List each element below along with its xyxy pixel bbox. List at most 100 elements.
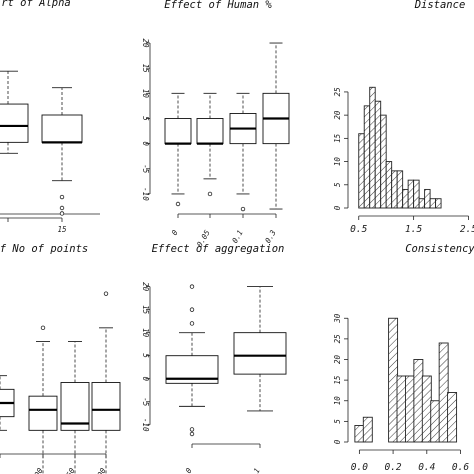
y-tick-label: -10 [141, 187, 150, 201]
outlier-point [189, 284, 195, 289]
histogram-bar [385, 161, 393, 209]
outlier-point [189, 427, 195, 432]
y-tick-label: 5 [141, 116, 150, 121]
histogram-bar [413, 359, 424, 443]
category-label: 1050 [60, 466, 77, 474]
y-tick-label: 0 [333, 439, 342, 444]
outlier-point [189, 431, 195, 437]
outlier-point [175, 201, 181, 207]
box-iqr [41, 114, 83, 143]
y-tick-label: 10 [333, 157, 342, 167]
outlier-point [40, 325, 46, 331]
y-tick-label: -5 [141, 164, 150, 174]
histogram-bar [380, 114, 387, 209]
box-iqr [233, 332, 287, 375]
histogram-bar [363, 105, 371, 209]
y-tick-label: 15 [333, 375, 342, 385]
category-label: 1 [252, 467, 262, 474]
histogram-bar [413, 179, 420, 209]
box-iqr [28, 395, 58, 431]
histogram-bar [358, 133, 365, 209]
y-tick-label: 10 [141, 89, 150, 99]
y-tick-label: 15 [333, 133, 342, 143]
y-tick-label: 20 [141, 282, 150, 292]
outlier-point [103, 291, 109, 296]
category-label: 400 [30, 466, 45, 474]
histogram-bar [424, 188, 431, 209]
outlier-point [59, 205, 65, 211]
y-tick-label: 30 [333, 313, 342, 324]
chart-consistency-plot: 0 5 10 15 20 25 30 0.0 0.2 0.4 0.6 [333, 313, 469, 473]
y-tick-label: 0 [141, 376, 150, 381]
histogram-bar [402, 188, 409, 209]
histogram-bar [447, 392, 458, 443]
y-tick-label: 5 [141, 353, 150, 358]
chart-alpha-plot: 15 [0, 70, 83, 234]
box-iqr [60, 382, 90, 431]
outlier-point [189, 307, 195, 312]
y-tick-label: 15 [141, 305, 150, 315]
chart-aggregation-plot: -10 -5 0 5 10 15 20 0 1 [141, 282, 287, 474]
y-tick-label: 10 [333, 396, 342, 406]
category-label: 15 [57, 225, 67, 234]
chart-distance-plot: 0 5 10 15 20 25 0.5 1.5 2.5 [333, 86, 474, 235]
histogram-bar [421, 375, 432, 443]
y-tick-label: 20 [333, 110, 342, 120]
histogram-bar [396, 375, 407, 443]
y-tick-label: 5 [333, 419, 342, 424]
y-tick-label: 15 [141, 64, 150, 74]
histogram-bar [391, 170, 398, 209]
histogram-bar [430, 400, 441, 443]
x-tick-label: 2.5 [460, 224, 474, 235]
y-tick-label: 25 [333, 334, 342, 344]
chart-consistency-title: Consistency [405, 243, 474, 255]
y-tick-label: -5 [141, 397, 150, 407]
y-tick-label: 5 [333, 182, 342, 187]
histogram-bar [369, 86, 376, 209]
y-tick-label: 10 [141, 328, 150, 338]
histogram-bar [404, 375, 415, 443]
chart-consistency: Consistency 0 5 10 15 20 25 30 0.0 0.2 0.4 0.6 [333, 243, 474, 473]
y-tick-label: 0 [333, 205, 342, 210]
histogram-bar [429, 198, 437, 209]
chart-aggregation-title: Effect of aggregation [152, 243, 285, 255]
outlier-point [207, 191, 213, 197]
category-label: 0 [184, 466, 194, 474]
outlier-point [59, 194, 65, 200]
box-iqr [91, 382, 121, 431]
chart-points-title: f No of points [0, 243, 88, 255]
outlier-point [189, 321, 195, 326]
histogram-bar [362, 416, 373, 443]
chart-alpha: rt of Alpha 15 [0, 0, 100, 234]
box-iqr [164, 118, 192, 145]
y-tick-label: -10 [141, 418, 150, 432]
histogram-bar [388, 317, 399, 443]
y-tick-label: 20 [333, 355, 342, 365]
histogram-bar [374, 100, 382, 209]
x-tick-label: 0.4 [418, 462, 435, 473]
histogram-bar [435, 198, 442, 209]
chart-alpha-title: rt of Alpha [1, 0, 71, 9]
histogram-bar [407, 179, 415, 209]
outlier-point [59, 211, 65, 216]
category-label: 0 [170, 228, 180, 237]
chart-distance: Distance 0 5 10 15 20 25 0.5 1.5 2.5 [333, 0, 474, 235]
y-tick-label: 0 [141, 141, 150, 146]
histogram-bar [418, 198, 426, 209]
box-iqr [0, 103, 29, 143]
y-tick-label: 25 [333, 87, 342, 97]
x-tick-label: 0.0 [351, 462, 368, 473]
x-tick-label: 0.6 [452, 462, 469, 473]
histogram-bar [354, 425, 365, 443]
chart-human-title: Effect of Human % [164, 0, 272, 11]
chart-aggregation: Effect of aggregation -10 -5 0 5 10 15 20 0 1 [141, 243, 287, 474]
x-tick-label: 0.5 [350, 224, 367, 235]
histogram-bar [396, 170, 404, 209]
outlier-point [240, 206, 246, 212]
